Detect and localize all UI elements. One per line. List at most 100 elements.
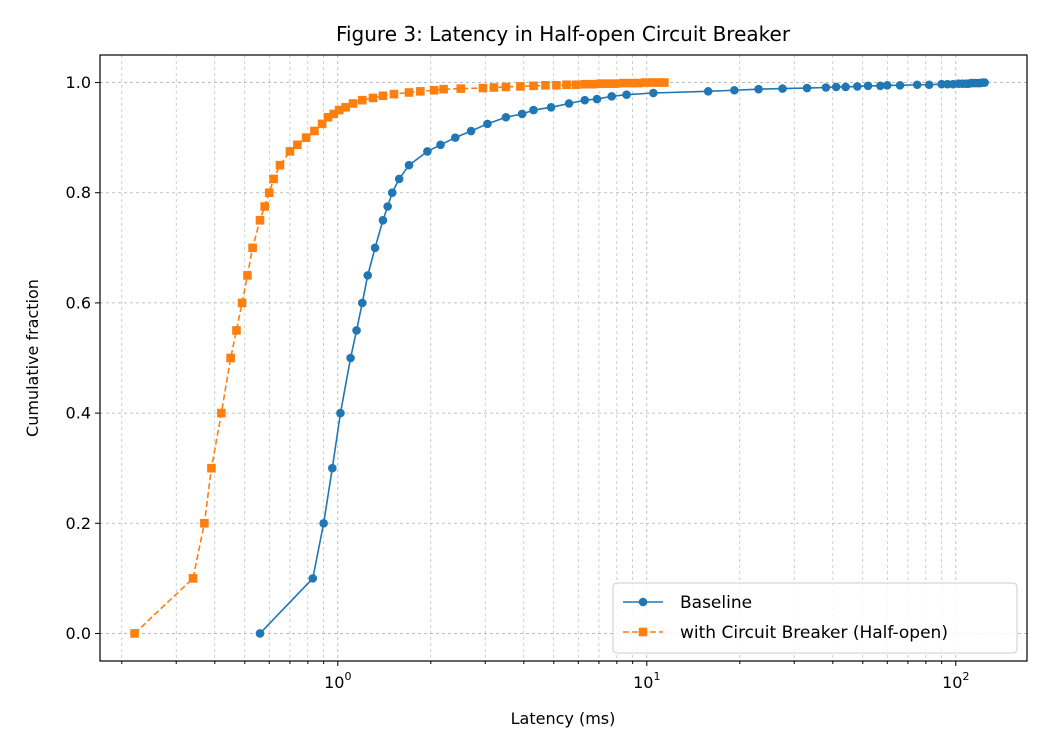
data-point — [802, 83, 812, 93]
y-tick-label: 1.0 — [66, 73, 91, 92]
data-point — [285, 147, 295, 156]
data-point — [980, 78, 989, 87]
data-point — [703, 87, 713, 96]
data-point — [571, 80, 581, 90]
y-tick-label: 0.6 — [66, 293, 91, 312]
x-tick-label: 100 — [324, 670, 351, 692]
data-point — [439, 84, 448, 94]
data-point — [730, 85, 739, 95]
data-point — [237, 298, 247, 308]
data-point — [517, 109, 527, 119]
data-point — [188, 574, 198, 583]
data-point — [564, 99, 574, 108]
data-point — [243, 271, 252, 280]
data-point — [622, 90, 631, 99]
data-point — [260, 202, 269, 211]
data-point — [821, 83, 831, 92]
data-point — [562, 80, 571, 90]
legend: Baseline with Circuit Breaker (Half-open) — [612, 582, 1018, 654]
data-point — [882, 81, 892, 90]
data-point — [370, 243, 380, 253]
data-point — [603, 79, 613, 88]
data-point — [404, 88, 414, 97]
data-point — [501, 82, 511, 92]
data-point — [754, 84, 763, 94]
data-point — [378, 91, 388, 101]
data-point — [831, 82, 841, 92]
data-point — [654, 78, 663, 87]
data-point — [368, 93, 378, 103]
x-tick-label: 102 — [942, 670, 969, 692]
data-point — [329, 109, 339, 119]
x-tick-label: 101 — [633, 670, 660, 692]
y-tick-label: 0.8 — [66, 183, 91, 202]
data-point — [647, 78, 657, 87]
y-tick-label: 0.4 — [66, 404, 91, 423]
data-point — [489, 83, 499, 92]
data-point — [348, 99, 358, 108]
data-point — [323, 112, 333, 122]
data-point — [641, 78, 650, 87]
data-point — [529, 105, 538, 115]
data-point — [876, 81, 885, 91]
data-point — [466, 126, 476, 136]
data-point — [596, 79, 606, 88]
legend-marker — [638, 627, 648, 637]
legend-marker — [638, 597, 648, 607]
data-point — [404, 160, 414, 170]
data-point — [660, 78, 669, 87]
data-point — [478, 83, 488, 93]
data-point — [264, 188, 274, 198]
data-point — [778, 84, 787, 93]
data-point — [378, 215, 388, 225]
data-point — [255, 629, 265, 638]
data-point — [232, 326, 241, 335]
chart-title: Figure 3: Latency in Half-open Circuit B… — [336, 22, 791, 46]
y-tick-label: 0.2 — [66, 514, 91, 533]
data-point — [588, 79, 598, 89]
data-point — [269, 174, 278, 184]
legend-box — [612, 582, 1018, 654]
data-point — [363, 271, 373, 280]
data-point — [301, 133, 311, 142]
data-point — [200, 518, 209, 528]
data-point — [852, 82, 862, 91]
data-point — [423, 147, 432, 156]
legend-label: with Circuit Breaker (Half-open) — [680, 623, 948, 643]
axis-ticks: 0.0 0.2 0.4 0.6 0.8 1.0 100 101 102 — [66, 73, 970, 692]
y-tick-label: 0.0 — [66, 624, 91, 643]
data-point — [357, 298, 367, 308]
data-point — [308, 574, 318, 583]
data-point — [436, 140, 445, 150]
data-point — [546, 103, 556, 112]
y-axis-label: Cumulative fraction — [23, 279, 42, 437]
data-point — [529, 81, 538, 91]
series-circuit-breaker — [130, 78, 669, 638]
data-point — [841, 82, 850, 92]
data-point — [389, 89, 399, 99]
data-point — [275, 160, 285, 170]
data-point — [580, 95, 590, 105]
data-point — [255, 215, 265, 225]
data-point — [607, 92, 617, 101]
legend-label: Baseline — [680, 593, 752, 613]
plot-frame — [99, 54, 1028, 662]
x-axis-label: Latency (ms) — [511, 709, 616, 728]
data-point — [293, 140, 302, 150]
data-point — [863, 81, 873, 91]
data-point — [895, 81, 905, 90]
data-point — [619, 78, 628, 88]
data-point — [483, 119, 492, 129]
data-point — [592, 94, 602, 104]
data-point — [383, 202, 392, 211]
data-point — [217, 408, 226, 418]
data-point — [346, 353, 355, 363]
data-point — [319, 518, 328, 528]
data-point — [450, 133, 460, 142]
data-point — [610, 79, 620, 88]
data-point — [334, 105, 344, 115]
series-layer — [130, 78, 989, 638]
data-point — [226, 353, 235, 363]
series-baseline — [255, 78, 989, 638]
data-point — [317, 119, 327, 129]
